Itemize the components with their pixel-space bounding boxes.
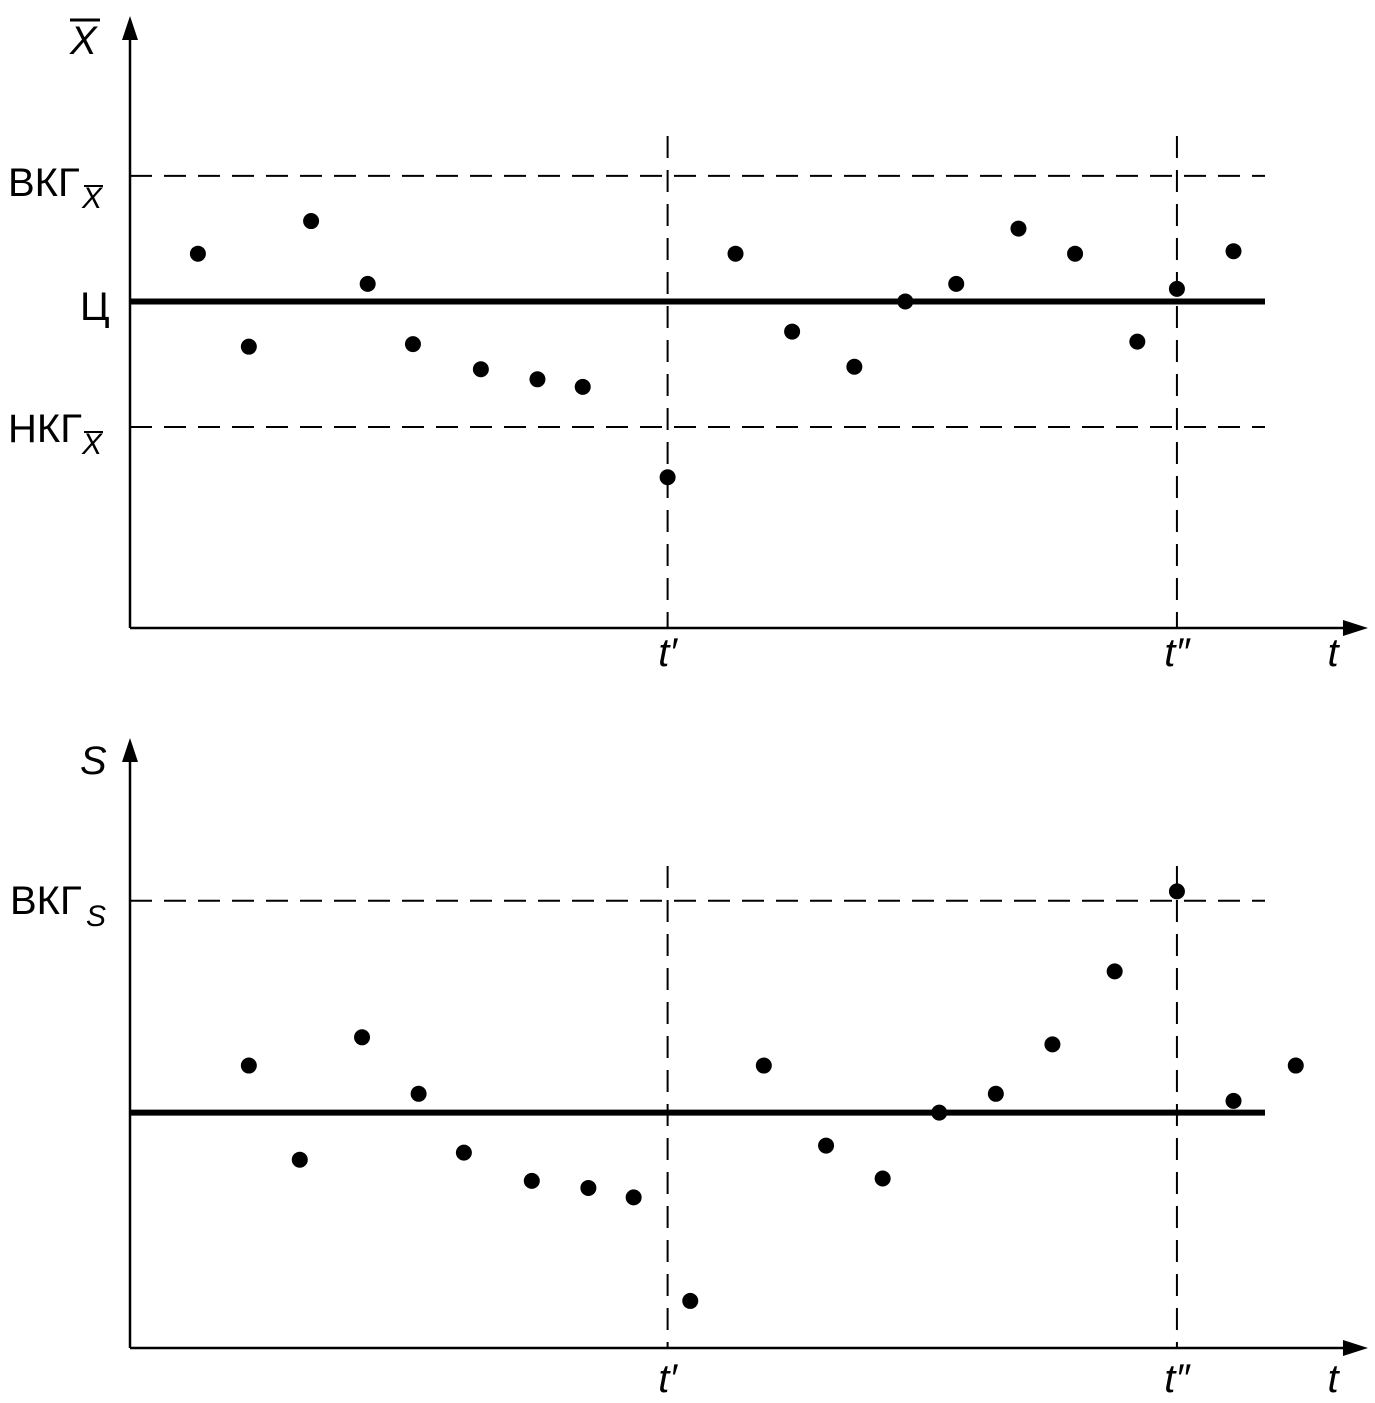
svg-text:НКГ: НКГ <box>8 407 82 451</box>
xbar-chart: X ВКГ X̄ X Ц НКГ X t′ t″ t <box>8 16 1368 675</box>
s-data-point-12 <box>874 1170 891 1187</box>
xbar-data-point-3 <box>303 213 320 230</box>
s-data-point-16 <box>1106 963 1123 980</box>
xbar-data-point-8 <box>574 378 591 395</box>
s-data-point-4 <box>410 1085 427 1102</box>
xbar-data-point-7 <box>529 371 546 388</box>
xbar-data-point-5 <box>404 336 421 353</box>
s-points <box>240 883 1304 1309</box>
xbar-data-point-14 <box>948 275 965 292</box>
xbar-y-axis-label: X <box>69 18 100 63</box>
s-y-axis-arrow <box>122 738 138 762</box>
xbar-x-tick-label-t1: t′ <box>658 631 678 675</box>
s-data-point-11 <box>818 1137 835 1154</box>
xbar-x-tick-label-t2: t″ <box>1164 631 1191 675</box>
s-data-point-1 <box>240 1057 257 1074</box>
xbar-data-point-4 <box>359 275 376 292</box>
xbar-y-axis-arrow <box>122 16 138 40</box>
s-ucl-label: ВКГ S <box>10 879 106 933</box>
xbar-data-point-17 <box>1129 333 1146 350</box>
s-data-point-2 <box>291 1151 308 1168</box>
s-data-point-13 <box>931 1104 948 1121</box>
xbar-data-point-2 <box>240 338 257 355</box>
s-data-point-8 <box>625 1189 642 1206</box>
s-data-point-7 <box>580 1179 597 1196</box>
xbar-data-point-15 <box>1010 220 1027 237</box>
s-data-point-3 <box>354 1029 371 1046</box>
svg-text:X: X <box>69 19 98 63</box>
xbar-center-label: Ц <box>80 285 110 329</box>
svg-text:ВКГ: ВКГ <box>8 161 80 205</box>
xbar-x-axis-arrow <box>1343 620 1368 636</box>
s-data-point-19 <box>1287 1057 1304 1074</box>
s-x-axis-label: t <box>1327 1357 1340 1401</box>
s-data-point-14 <box>987 1085 1004 1102</box>
svg-text:ВКГ: ВКГ <box>10 879 82 923</box>
xbar-data-point-16 <box>1067 245 1084 262</box>
xbar-x-axis-label: t <box>1327 631 1340 675</box>
s-data-point-18 <box>1225 1092 1242 1109</box>
xbar-points <box>189 213 1242 486</box>
xbar-data-point-19 <box>1225 243 1242 260</box>
s-y-axis-label: S <box>80 739 107 783</box>
xbar-lcl-label: НКГ X <box>8 407 103 461</box>
s-x-axis-arrow <box>1343 1340 1368 1356</box>
s-data-point-5 <box>455 1144 472 1161</box>
s-chart: S ВКГ S t′ t″ t <box>10 738 1368 1401</box>
xbar-data-point-11 <box>784 323 801 340</box>
s-data-point-9 <box>682 1292 699 1309</box>
s-x-tick-label-t1: t′ <box>658 1357 678 1401</box>
xbar-data-point-12 <box>846 358 863 375</box>
s-data-point-17 <box>1168 883 1185 900</box>
svg-text:X: X <box>81 428 103 461</box>
xbar-data-point-13 <box>897 293 914 310</box>
svg-text:S: S <box>86 900 106 933</box>
s-x-tick-label-t2: t″ <box>1164 1357 1191 1401</box>
xbar-data-point-6 <box>472 361 489 378</box>
xbar-data-point-9 <box>659 469 676 486</box>
s-data-point-15 <box>1044 1036 1061 1053</box>
xbar-data-point-18 <box>1168 280 1185 297</box>
xbar-data-point-1 <box>189 245 206 262</box>
s-data-point-6 <box>523 1172 540 1189</box>
svg-text:X: X <box>81 182 103 215</box>
xbar-data-point-10 <box>727 245 744 262</box>
xbar-ucl-label: ВКГ X̄ X <box>8 161 103 215</box>
s-data-point-10 <box>755 1057 772 1074</box>
